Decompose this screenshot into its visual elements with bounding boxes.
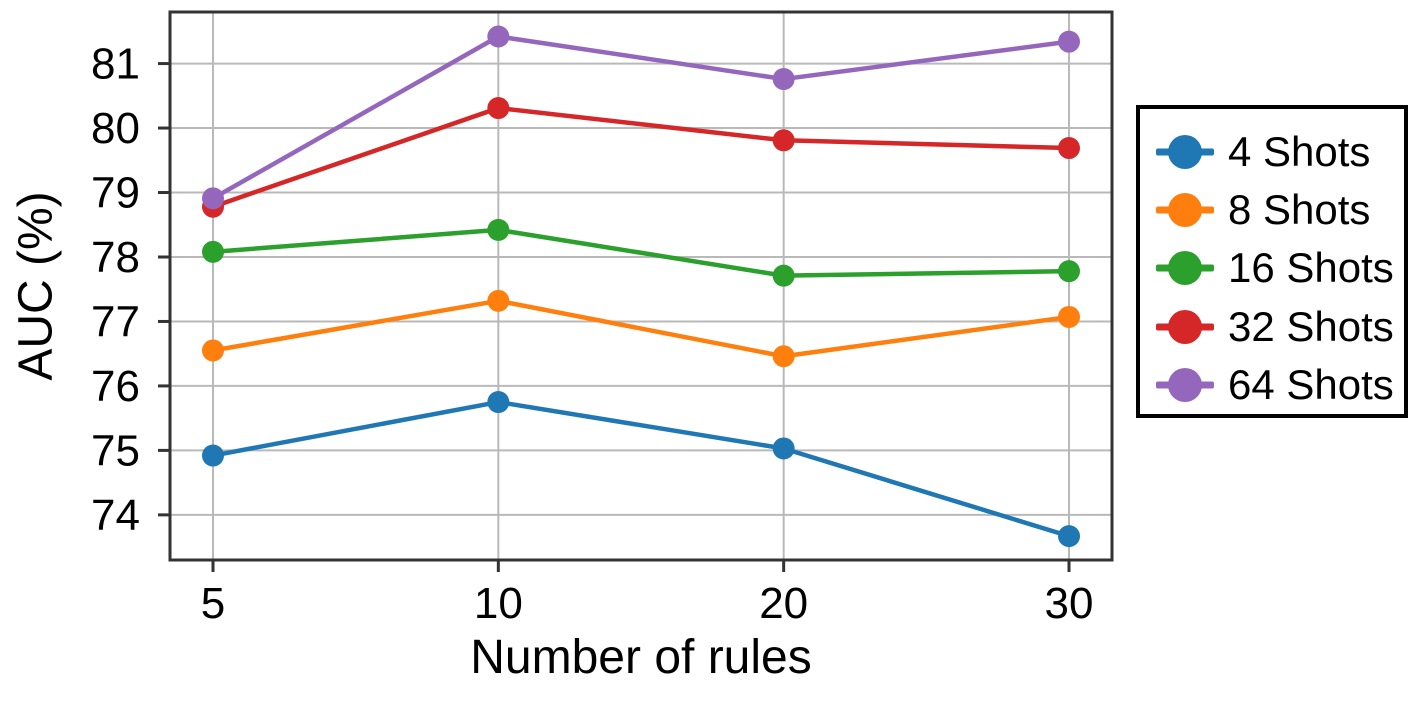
data-point-8-shots [772,345,795,368]
series-line-64-shots [211,34,1070,201]
data-point-16-shots [1058,260,1080,283]
y-tick-label: 76 [91,362,140,411]
y-axis-title: AUC (%) [9,191,63,381]
data-point-8-shots [1058,305,1080,328]
y-tick-label: 80 [91,104,140,153]
data-point-32-shots [772,129,795,152]
x-tick-label: 5 [201,579,225,628]
data-point-32-shots [1058,137,1080,160]
legend-item: 64 Shots [1156,357,1404,413]
data-point-4-shots [772,437,795,460]
legend-item: 16 Shots [1156,240,1404,296]
series-line-4-shots [212,399,1070,539]
series-line-8-shots [212,298,1070,359]
x-tick-label: 10 [474,579,523,628]
data-point-64-shots [1058,30,1080,53]
legend: 4 Shots 8 Shots 16 Shots 32 Shots 64 Shots [1136,105,1408,418]
legend-line-dot-icon [1156,250,1214,286]
data-point-64-shots [202,187,224,210]
data-point-4-shots [202,444,224,467]
x-tick-label: 20 [759,579,808,628]
legend-item: 4 Shots [1156,124,1404,180]
legend-line-dot-icon [1156,192,1214,228]
data-point-8-shots [202,339,224,362]
data-point-16-shots [487,218,510,241]
legend-label: 64 Shots [1228,360,1394,408]
legend-label: 8 Shots [1228,186,1371,234]
data-point-64-shots [487,25,510,48]
y-tick-label: 77 [91,297,140,346]
data-point-8-shots [487,289,510,312]
legend-label: 16 Shots [1228,244,1394,292]
x-tick-label: 30 [1045,579,1094,628]
series-line-32-shots [212,105,1070,209]
legend-line-dot-icon [1156,367,1214,403]
y-tick-label: 74 [91,491,140,540]
legend-line-dot-icon [1156,134,1214,170]
legend-line-dot-icon [1156,309,1214,345]
x-axis-title: Number of rules [470,631,812,684]
y-tick-label: 79 [91,169,140,218]
data-point-4-shots [487,391,510,414]
legend-label: 4 Shots [1228,128,1371,176]
data-point-16-shots [772,264,795,287]
legend-label: 32 Shots [1228,302,1394,350]
plot-frame [168,10,1114,562]
y-tick-label: 75 [91,426,140,475]
data-point-4-shots [1058,525,1080,548]
data-point-16-shots [202,240,224,263]
y-tick-label: 81 [91,40,140,89]
data-point-64-shots [772,68,795,91]
legend-item: 8 Shots [1156,182,1404,238]
series-line-16-shots [212,227,1070,278]
data-point-32-shots [487,97,510,120]
y-tick-label: 78 [91,233,140,282]
legend-item: 32 Shots [1156,299,1404,355]
